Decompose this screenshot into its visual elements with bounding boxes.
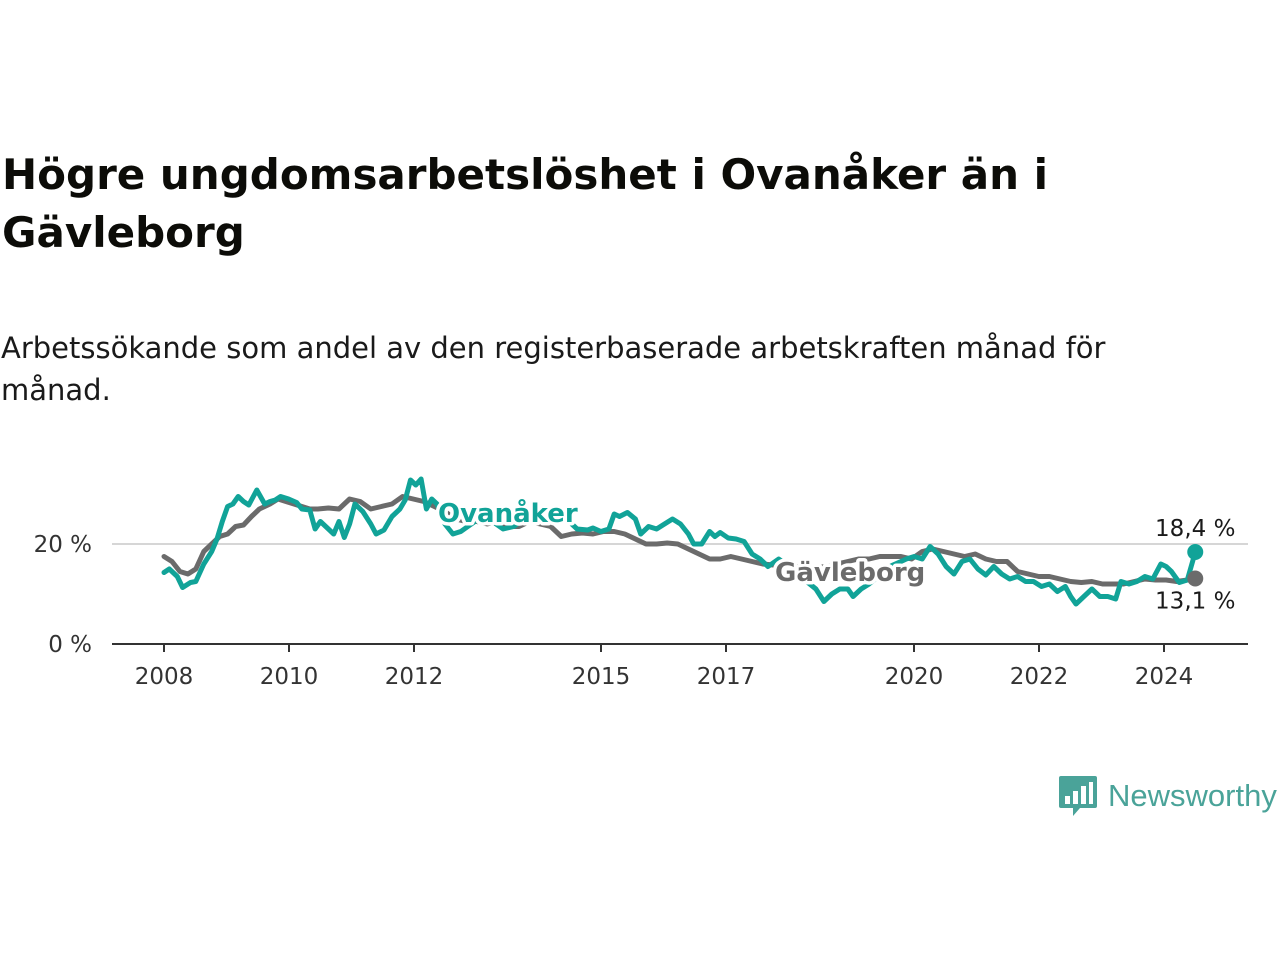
series-line-gavleborg	[161, 494, 1198, 587]
x-tick-label: 2008	[135, 664, 194, 690]
series-lines	[161, 476, 1198, 607]
brand-name: Newsworthy	[1108, 778, 1277, 813]
newsworthy-logo: Newsworthy	[1058, 774, 1277, 818]
x-tick-label: 2017	[697, 664, 756, 690]
chart-subtitle: Arbetssökande som andel av den registerb…	[1, 331, 1106, 407]
x-axis: 2008 2010 2012 2015 2017 2020 2022 2024	[112, 643, 1248, 690]
end-value-label: 13,1 %	[1155, 589, 1235, 615]
series-line-ovanaker	[161, 476, 1198, 607]
x-tick-label: 2024	[1135, 664, 1194, 690]
x-tick-label: 2012	[385, 664, 444, 690]
end-point-marker	[1187, 544, 1204, 560]
series-labels: 18,4 % 13,1 % Ovanåker Gävleborg	[435, 494, 1236, 615]
y-tick-label: 20 %	[34, 532, 92, 558]
x-tick-label: 2020	[885, 664, 944, 690]
x-tick-label: 2010	[260, 664, 319, 690]
line-chart: 0 % 20 % 2008 2010 2012 2015 2017 2020 2022 2024…	[34, 476, 1248, 690]
x-tick-label: 2015	[572, 664, 631, 690]
newsworthy-logo-icon	[1059, 776, 1097, 816]
series-name-label: Gävleborg	[775, 558, 925, 588]
gridlines: 0 % 20 %	[34, 532, 1248, 658]
chart-title: Högre ungdomsarbetslöshet i Ovanåker än …	[2, 150, 1049, 257]
x-tick-label: 2022	[1010, 664, 1069, 690]
end-value-label: 18,4 %	[1155, 516, 1235, 542]
series-name-label: Ovanåker	[438, 497, 578, 529]
y-tick-label: 0 %	[48, 632, 92, 658]
end-point-marker	[1187, 570, 1204, 587]
